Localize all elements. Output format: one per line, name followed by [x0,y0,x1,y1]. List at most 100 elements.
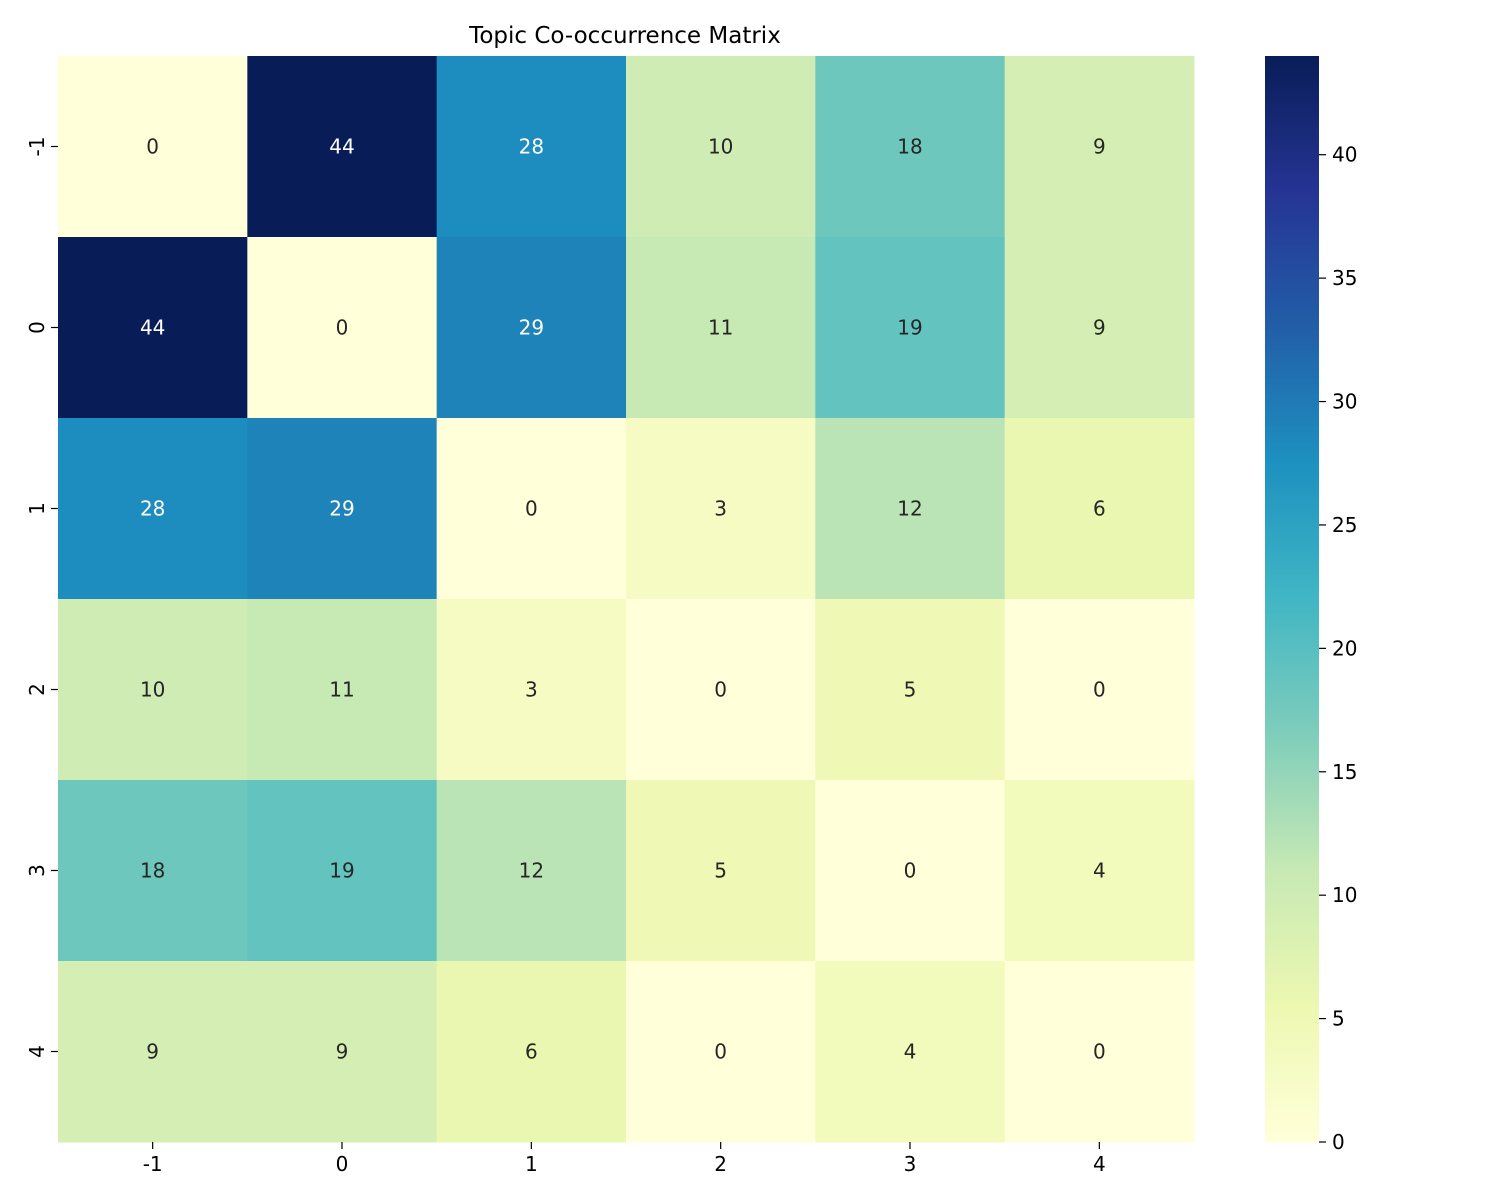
cell-value-label: 9 [1093,135,1106,159]
heatmap-cell [1004,418,1195,600]
cell-value-label: 9 [336,1040,349,1064]
cell-value-label: 12 [897,497,922,521]
cell-value-label: 9 [146,1040,159,1064]
chart-title: Topic Co-occurrence Matrix [468,23,781,49]
x-tick-label: 3 [904,1152,917,1176]
cell-value-label: 28 [519,135,544,159]
cell-value-label: 0 [525,497,538,521]
heatmap-cell [626,418,816,600]
cell-value-label: 6 [1093,497,1106,521]
heatmap-cell [58,780,248,962]
cell-value-label: 29 [519,316,544,340]
cell-value-label: 0 [714,678,727,702]
x-tick-label: 2 [714,1152,727,1176]
cell-value-label: 0 [1093,678,1106,702]
heatmap-cell [58,599,248,781]
cell-value-label: 0 [1093,1040,1106,1064]
heatmap-cell [247,237,438,419]
heatmap-cell [436,56,627,238]
cell-annotations: 0 44 28 10 18 944 0 29 11 19 928 29 0 3 12 610 11 3 0 5 018 1… [140,135,1106,1064]
heatmap-cell [626,237,816,419]
heatmap-cells [58,56,1195,1143]
heatmap-cell [1004,599,1195,781]
heatmap-cell [58,237,248,419]
heatmap-cell [1004,56,1195,238]
y-axis: -1 0 1 2 3 4 [25,137,58,1058]
cell-value-label: 3 [525,678,538,702]
y-tick-label: 0 [25,321,49,334]
colorbar-tick-label: 35 [1332,266,1357,290]
heatmap-cell [815,418,1006,600]
cell-value-label: 0 [146,135,159,159]
colorbar-tick-label: 10 [1332,883,1357,907]
cell-value-label: 3 [714,497,727,521]
x-tick-label: 1 [525,1152,538,1176]
colorbar-tick-label: 25 [1332,513,1357,537]
cell-value-label: 44 [329,135,354,159]
colorbar-tick-label: 20 [1332,636,1357,660]
heatmap-cell [815,961,1006,1143]
heatmap-cell [815,599,1006,781]
y-tick-label: 1 [25,502,49,515]
heatmap-cell [247,418,438,600]
heatmap-cell [1004,780,1195,962]
heatmap-cell [626,780,816,962]
heatmap-cell [436,780,627,962]
cell-value-label: 5 [714,859,727,883]
heatmap-cell [247,961,438,1143]
cell-value-label: 6 [525,1040,538,1064]
cell-value-label: 11 [329,678,354,702]
cell-value-label: 18 [140,859,165,883]
colorbar-gradient [1265,56,1319,1142]
heatmap-cell [815,237,1006,419]
heatmap-cell [1004,237,1195,419]
cell-value-label: 4 [904,1040,917,1064]
colorbar: 0 5 10 15 20 25 30 35 40 [1265,56,1357,1154]
x-tick-label: -1 [143,1152,163,1176]
cell-value-label: 11 [708,316,733,340]
colorbar-tick-label: 0 [1332,1130,1345,1154]
cell-value-label: 18 [897,135,922,159]
cell-value-label: 44 [140,316,165,340]
cell-value-label: 9 [1093,316,1106,340]
cell-value-label: 28 [140,497,165,521]
y-tick-label: 2 [25,683,49,696]
cell-value-label: 0 [336,316,349,340]
colorbar-tick-label: 15 [1332,760,1357,784]
heatmap-cell [626,56,816,238]
heatmap-cell [247,599,438,781]
cell-value-label: 4 [1093,859,1106,883]
x-tick-label: 4 [1093,1152,1106,1176]
colorbar-tick-label: 30 [1332,390,1357,414]
heatmap-cell [247,56,438,238]
heatmap-cell [436,961,627,1143]
cell-value-label: 5 [904,678,917,702]
y-tick-label: -1 [25,137,49,157]
heatmap-cell [815,780,1006,962]
heatmap-cell [1004,961,1195,1143]
y-tick-label: 4 [25,1045,49,1058]
heatmap-cell [626,961,816,1143]
heatmap-cell [247,780,438,962]
y-tick-label: 3 [25,864,49,877]
heatmap-cell [58,418,248,600]
heatmap-cell [436,418,627,600]
x-axis: -1 0 1 2 3 4 [143,1142,1106,1176]
cell-value-label: 10 [708,135,733,159]
heatmap-cell [626,599,816,781]
heatmap-cell [815,56,1006,238]
heatmap-cell [436,599,627,781]
cell-value-label: 10 [140,678,165,702]
cell-value-label: 29 [329,497,354,521]
colorbar-tick-label: 5 [1332,1007,1345,1031]
cell-value-label: 12 [519,859,544,883]
heatmap-cell [58,56,248,238]
cell-value-label: 0 [904,859,917,883]
x-tick-label: 0 [336,1152,349,1176]
heatmap-cell [436,237,627,419]
heatmap-cell [58,961,248,1143]
cell-value-label: 19 [897,316,922,340]
colorbar-tick-label: 40 [1332,143,1357,167]
cell-value-label: 19 [329,859,354,883]
